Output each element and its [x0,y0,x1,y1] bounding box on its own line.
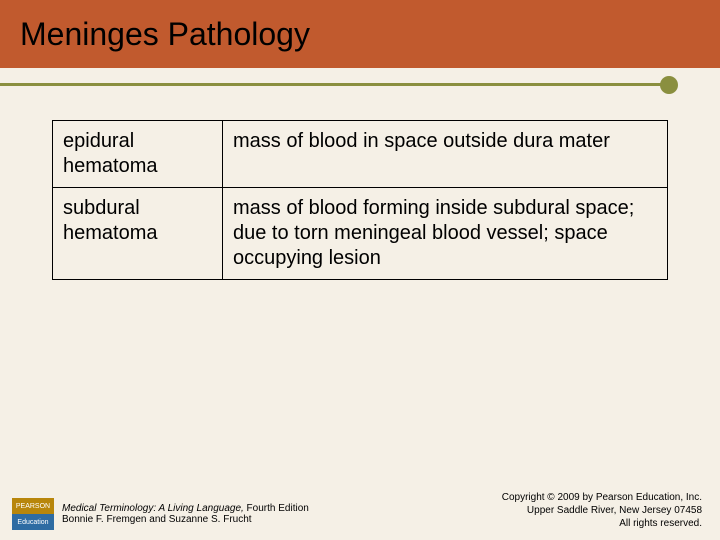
content-area: epidural hematoma mass of blood in space… [0,100,720,280]
copyright-line: Upper Saddle River, New Jersey 07458 [502,504,702,517]
copyright-line: All rights reserved. [502,517,702,530]
definition-cell: mass of blood in space outside dura mate… [223,121,668,188]
authors: Bonnie F. Fremgen and Suzanne S. Frucht [62,514,309,525]
logo-top: PEARSON [12,498,54,514]
edition: Fourth Edition [244,503,309,514]
citation: Medical Terminology: A Living Language, … [62,503,309,525]
title-bar: Meninges Pathology [0,0,720,68]
footer: PEARSON Education Medical Terminology: A… [0,491,720,530]
table-row: subdural hematoma mass of blood forming … [53,188,668,280]
definitions-table: epidural hematoma mass of blood in space… [52,120,668,280]
slide-title: Meninges Pathology [20,16,310,53]
divider-dot [660,76,678,94]
pearson-logo: PEARSON Education [12,498,54,530]
book-title: Medical Terminology: A Living Language, [62,503,244,514]
definition-cell: mass of blood forming inside subdural sp… [223,188,668,280]
term-cell: epidural hematoma [53,121,223,188]
divider-line [0,83,662,86]
copyright-line: Copyright © 2009 by Pearson Education, I… [502,491,702,504]
logo-bottom: Education [12,514,54,530]
divider [0,68,720,100]
table-row: epidural hematoma mass of blood in space… [53,121,668,188]
footer-left: PEARSON Education Medical Terminology: A… [12,498,309,530]
term-cell: subdural hematoma [53,188,223,280]
footer-right: Copyright © 2009 by Pearson Education, I… [502,491,702,530]
